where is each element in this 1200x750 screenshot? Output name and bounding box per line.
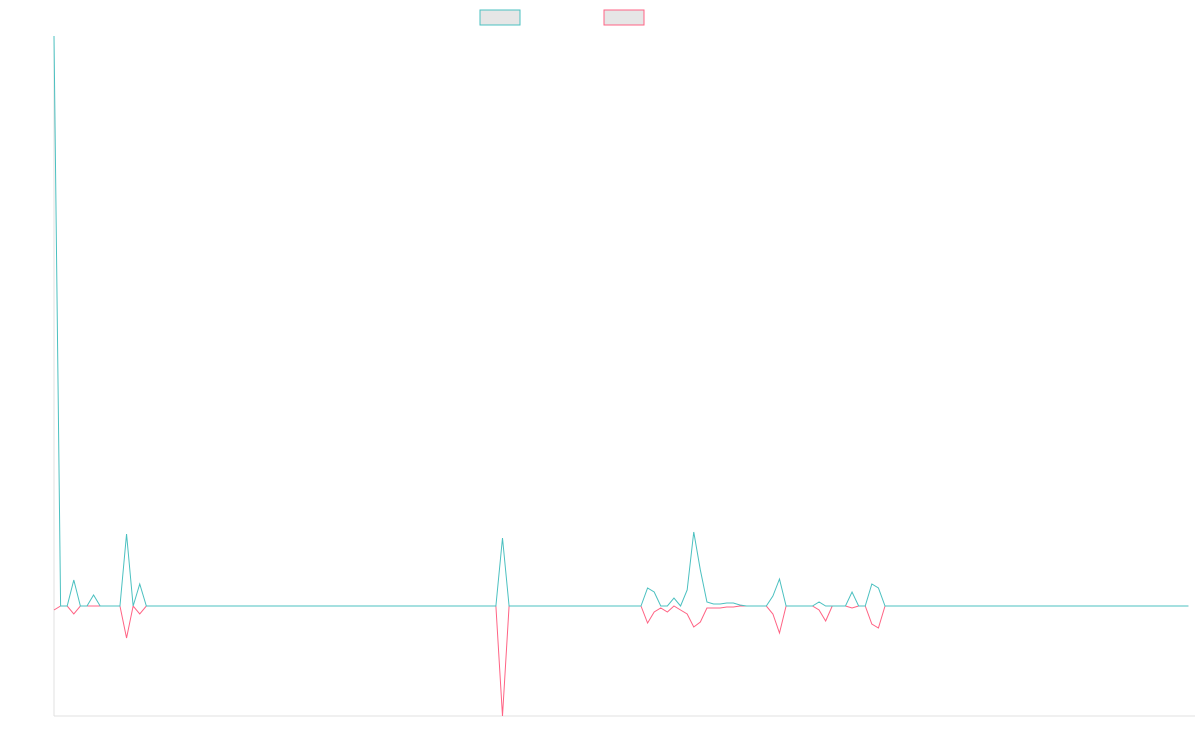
line-series bbox=[53, 35, 1189, 607]
legend-swatch bbox=[479, 9, 521, 26]
legend-swatch bbox=[603, 9, 645, 26]
line-series bbox=[53, 604, 1189, 717]
